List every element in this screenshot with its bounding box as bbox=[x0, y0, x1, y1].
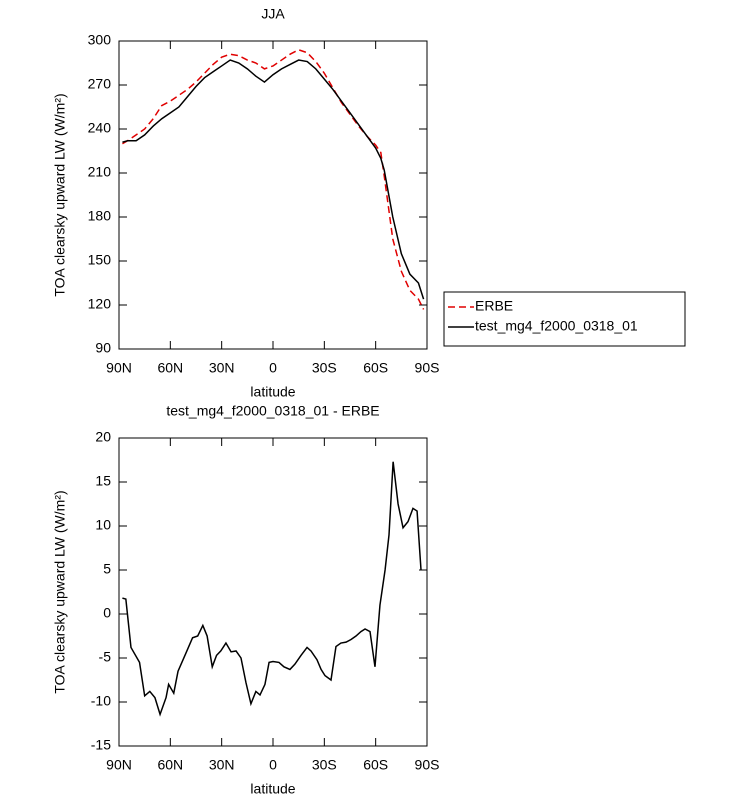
legend-label: test_mg4_f2000_0318_01 bbox=[475, 318, 638, 334]
y-tick-label: 180 bbox=[88, 208, 112, 224]
y-tick-label: 5 bbox=[103, 561, 111, 577]
x-tick-label: 60S bbox=[363, 360, 388, 376]
y-tick-label: 0 bbox=[103, 605, 111, 621]
x-tick-label: 30S bbox=[312, 757, 337, 773]
x-tick-label: 90N bbox=[106, 757, 132, 773]
data-line bbox=[122, 59, 425, 300]
y-tick-label: 90 bbox=[95, 340, 111, 356]
y-axis-label: TOA clearsky upward LW (W/m²) bbox=[52, 490, 68, 693]
y-tick-label: -15 bbox=[91, 737, 111, 753]
y-tick-label: 10 bbox=[95, 517, 111, 533]
y-tick-label: -10 bbox=[91, 693, 111, 709]
x-tick-label: 0 bbox=[269, 360, 277, 376]
data-line bbox=[122, 48, 425, 310]
data-line bbox=[122, 461, 422, 717]
x-tick-label: 60S bbox=[363, 757, 388, 773]
x-tick-label: 30N bbox=[209, 757, 235, 773]
plot-frame bbox=[118, 40, 428, 350]
chart-title: JJA bbox=[261, 6, 285, 22]
legend-box bbox=[443, 291, 686, 347]
x-tick-label: 30N bbox=[209, 360, 235, 376]
x-tick-label: 60N bbox=[157, 360, 183, 376]
y-tick-label: 20 bbox=[95, 429, 111, 445]
x-tick-label: 0 bbox=[269, 757, 277, 773]
y-tick-label: 150 bbox=[88, 252, 112, 268]
y-axis-label: TOA clearsky upward LW (W/m²) bbox=[52, 93, 68, 296]
y-tick-label: 120 bbox=[88, 296, 112, 312]
y-tick-label: 270 bbox=[88, 76, 112, 92]
y-tick-label: 240 bbox=[88, 120, 112, 136]
x-axis-label: latitude bbox=[250, 781, 295, 797]
x-tick-label: 90S bbox=[415, 757, 440, 773]
y-tick-label: -5 bbox=[99, 649, 112, 665]
x-tick-label: 90N bbox=[106, 360, 132, 376]
legend-label: ERBE bbox=[475, 298, 513, 314]
plot-frame bbox=[118, 437, 428, 747]
y-tick-label: 15 bbox=[95, 473, 111, 489]
x-tick-label: 60N bbox=[157, 757, 183, 773]
y-tick-label: 300 bbox=[88, 32, 112, 48]
y-tick-label: 210 bbox=[88, 164, 112, 180]
x-axis-label: latitude bbox=[250, 384, 295, 400]
x-tick-label: 90S bbox=[415, 360, 440, 376]
x-tick-label: 30S bbox=[312, 360, 337, 376]
chart-title: test_mg4_f2000_0318_01 - ERBE bbox=[166, 403, 379, 419]
